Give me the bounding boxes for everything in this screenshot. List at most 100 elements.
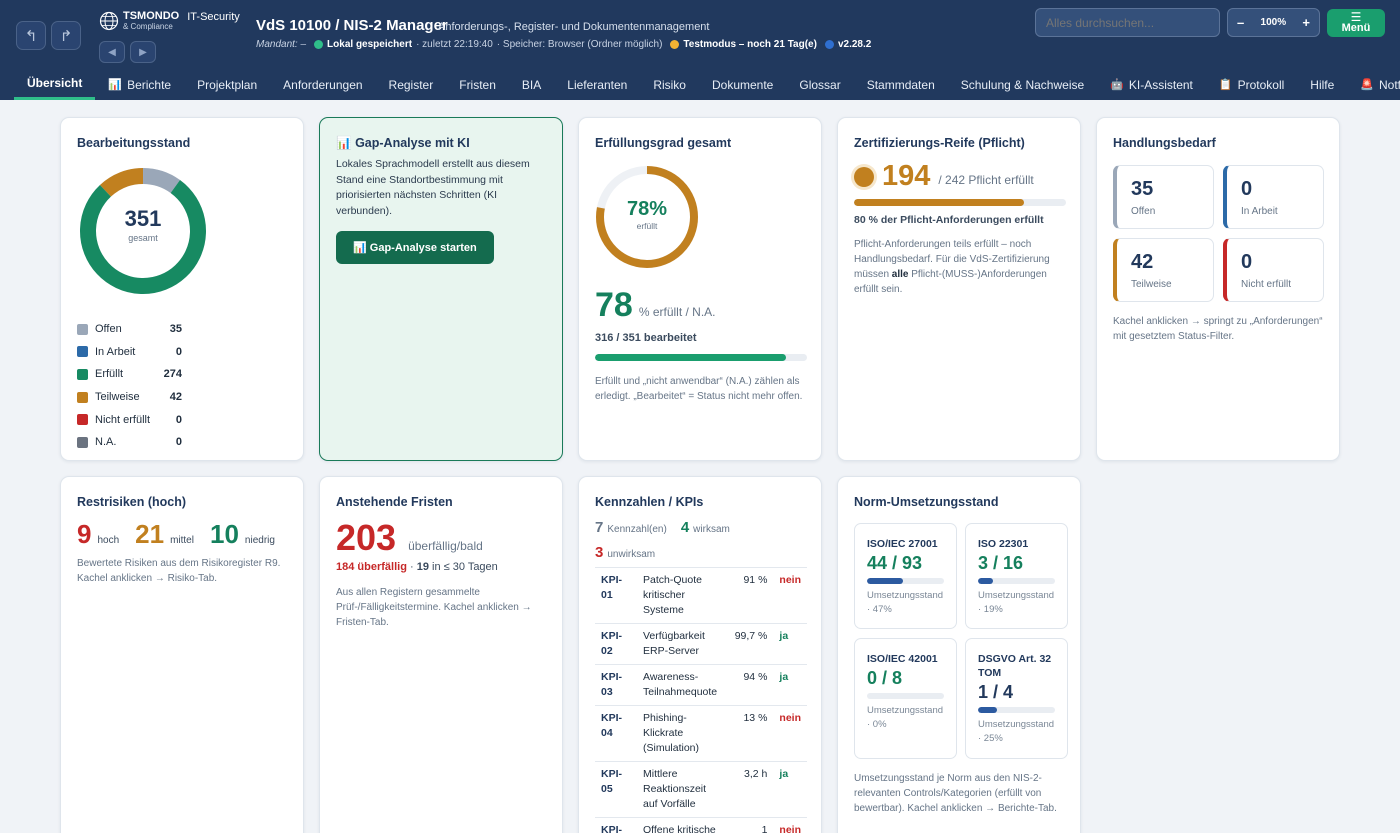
redo-button[interactable]: ↱ (51, 21, 81, 50)
kpi-id: KPI-02 (595, 623, 637, 665)
card-restrisiken[interactable]: Restrisiken (hoch) 9 hoch 21 mittel 10 n… (60, 476, 304, 833)
zoom-in-button[interactable]: + (1302, 15, 1310, 30)
risk-low-label: niedrig (244, 535, 275, 546)
tab-glossar[interactable]: Glossar (786, 70, 853, 100)
tab-hilfe[interactable]: Hilfe (1297, 70, 1347, 100)
undo-button[interactable]: ↰ (16, 21, 46, 50)
card-handlungsbedarf: Handlungsbedarf 35 Offen 0 In Arbeit 42 Tei… (1096, 117, 1340, 461)
kpi-row[interactable]: KPI-01 Patch-Quote kritischer Systeme 91 %… (595, 567, 807, 624)
kpi-name: Awareness-Teilnahmequote (637, 664, 724, 706)
gap-description: Lokales Sprachmodell erstellt aus diesem… (336, 158, 530, 217)
tab-stammdaten[interactable]: Stammdaten (854, 70, 948, 100)
clipboard-icon: 📋 (1218, 78, 1233, 91)
zert-of: / 242 Pflicht erfüllt (938, 172, 1034, 187)
kpi-row[interactable]: KPI-06Offene kritische Schwachstellen >1… (595, 817, 807, 833)
menu-button[interactable]: ☰ Menü (1327, 9, 1385, 37)
kpi-counts: 7 Kennzahl(en) 4 wirksam (595, 519, 805, 536)
triangle-right-icon: ▶ (139, 46, 147, 58)
kpi-effective-value: 4 (680, 519, 690, 536)
tab-label: Projektplan (197, 77, 258, 92)
tab-risiko[interactable]: Risiko (640, 70, 699, 100)
app-header: ↰ ↱ TSMONDO & Compliance IT-Security ◀ ▶… (0, 0, 1400, 70)
norm-value: 1 / 4 (978, 682, 1014, 702)
tab-berichte[interactable]: 📊 Berichte (95, 70, 184, 100)
kpi-status: ja (773, 664, 807, 706)
card-erfuellungsgrad[interactable]: Erfüllungsgrad gesamt 78% erfüllt 78 % e… (578, 117, 822, 461)
status-last-saved: · zuletzt 22:19:40 (416, 39, 493, 50)
status-donut-chart (80, 167, 206, 294)
tab-label: Hilfe (1310, 77, 1335, 92)
risk-mid-label: mittel (170, 535, 194, 546)
global-search-input[interactable] (1035, 8, 1220, 37)
donut-segment-erfüllt (80, 167, 206, 294)
mandant-label: Mandant: – (256, 39, 307, 50)
kpi-status: nein (773, 817, 807, 833)
ring-percent: 78% (626, 198, 668, 220)
tab-bia[interactable]: BIA (509, 70, 554, 100)
kpi-row[interactable]: KPI-03 Awareness-Teilnahmequote 94 % ja (595, 664, 807, 706)
card-bearbeitungsstand[interactable]: Bearbeitungsstand 351 gesamt Offen 35 In A… (60, 117, 304, 461)
norm-tile-iso27001[interactable]: ISO/IEC 27001 44 / 93 Umsetzungsstand · 47… (854, 523, 957, 629)
tab-protokoll[interactable]: 📋 Protokoll (1206, 70, 1297, 100)
kpi-row[interactable]: KPI-02 Verfügbarkeit ERP-Server 99,7 % ja (595, 623, 807, 665)
tile-offen[interactable]: 35 Offen (1113, 165, 1214, 229)
norm-progress-bar (978, 578, 1055, 584)
tab-anforderungen[interactable]: Anforderungen (270, 70, 375, 100)
tab-fristen[interactable]: Fristen (446, 70, 509, 100)
tab-ki-assistent[interactable]: 🤖 KI-Assistent (1097, 70, 1206, 100)
globe-icon (99, 11, 119, 31)
tab-label: Anforderungen (283, 77, 363, 92)
erfuellung-ring-chart (596, 166, 698, 268)
gap-analyse-start-button[interactable]: 📊 Gap-Analyse starten (336, 231, 494, 264)
tile-in-arbeit[interactable]: 0 In Arbeit (1223, 165, 1324, 229)
erfuellung-big-suffix: % erfüllt / N.A. (638, 305, 716, 319)
card-kpis[interactable]: Kennzahlen / KPIs 7 Kennzahl(en) 4 wirks… (578, 476, 822, 833)
version-dot-icon (824, 40, 834, 49)
forward-button[interactable]: ▶ (130, 41, 156, 63)
tab-lieferanten[interactable]: Lieferanten (554, 70, 640, 100)
norm-value: 44 / 93 (867, 553, 923, 573)
legend-label: Erfüllt (95, 368, 124, 381)
undo-icon: ↰ (24, 27, 38, 45)
tab-schulung[interactable]: Schulung & Nachweise (948, 70, 1097, 100)
logo: TSMONDO & Compliance IT-Security (99, 11, 240, 31)
legend-item: Nicht erfüllt 0 (77, 408, 182, 431)
menu-label: Menü (1341, 22, 1371, 34)
tile-nicht-erfuellt[interactable]: 0 Nicht erfüllt (1223, 238, 1324, 302)
kpi-row[interactable]: KPI-05 Mittlere Reaktionszeit auf Vorfäll… (595, 761, 807, 818)
ring-center: 78% erfüllt (593, 198, 701, 231)
progress-fill (978, 578, 993, 584)
norm-tile-dsgvo[interactable]: DSGVO Art. 32 TOM 1 / 4 Umsetzungsstand · … (965, 638, 1068, 759)
status-saved: Lokal gespeichert (327, 39, 413, 50)
redo-icon: ↱ (59, 27, 73, 45)
kpi-status: nein (773, 705, 807, 762)
tab-register[interactable]: Register (376, 70, 447, 100)
tab-uebersicht[interactable]: Übersicht (14, 70, 96, 100)
norm-progress-bar (867, 693, 944, 699)
testmode-dot-icon (670, 40, 680, 49)
norm-note: Umsetzungsstand je Norm aus den NIS-2-re… (854, 773, 1057, 814)
legend-label: Nicht erfüllt (95, 413, 151, 426)
tab-projektplan[interactable]: Projektplan (184, 70, 270, 100)
fristen-overdue: 184 überfällig (336, 561, 407, 573)
legend-item: In Arbeit 0 (77, 341, 182, 364)
risk-low-value: 10 (209, 519, 239, 549)
kpi-ineffective: 3 unwirksam (595, 544, 805, 561)
tab-notfall[interactable]: 🚨 Notfall (1347, 70, 1400, 100)
kpi-row[interactable]: KPI-04 Phishing-Klickrate (Simulation) 13 … (595, 705, 807, 762)
fristen-note: Aus allen Registern gesammelte Prüf-/Fäl… (336, 587, 532, 628)
card-zertifizierungs-reife[interactable]: Zertifizierungs-Reife (Pflicht) 194 / 24… (837, 117, 1081, 461)
norm-tile-iso42001[interactable]: ISO/IEC 42001 0 / 8 Umsetzungsstand · 0% (854, 638, 957, 759)
card-fristen[interactable]: Anstehende Fristen 203 überfällig/bald 1… (319, 476, 563, 833)
kpi-table: KPI-01 Patch-Quote kritischer Systeme 91 %… (595, 567, 807, 833)
zoom-out-button[interactable]: – (1237, 15, 1245, 30)
chart-icon: 📊 (108, 78, 123, 91)
note-text: Pflicht-(MUSS-)Anforderungen erfüllt sei… (854, 269, 1047, 295)
legend-value: 274 (163, 368, 182, 381)
tile-teilweise[interactable]: 42 Teilweise (1113, 238, 1214, 302)
card-norm-umsetzung[interactable]: Norm-Umsetzungsstand ISO/IEC 27001 44 / 9… (837, 476, 1081, 833)
back-button[interactable]: ◀ (99, 41, 125, 63)
norm-progress-bar (978, 707, 1055, 713)
tab-dokumente[interactable]: Dokumente (699, 70, 786, 100)
norm-tile-iso22301[interactable]: ISO 22301 3 / 16 Umsetzungsstand · 19% (965, 523, 1068, 629)
